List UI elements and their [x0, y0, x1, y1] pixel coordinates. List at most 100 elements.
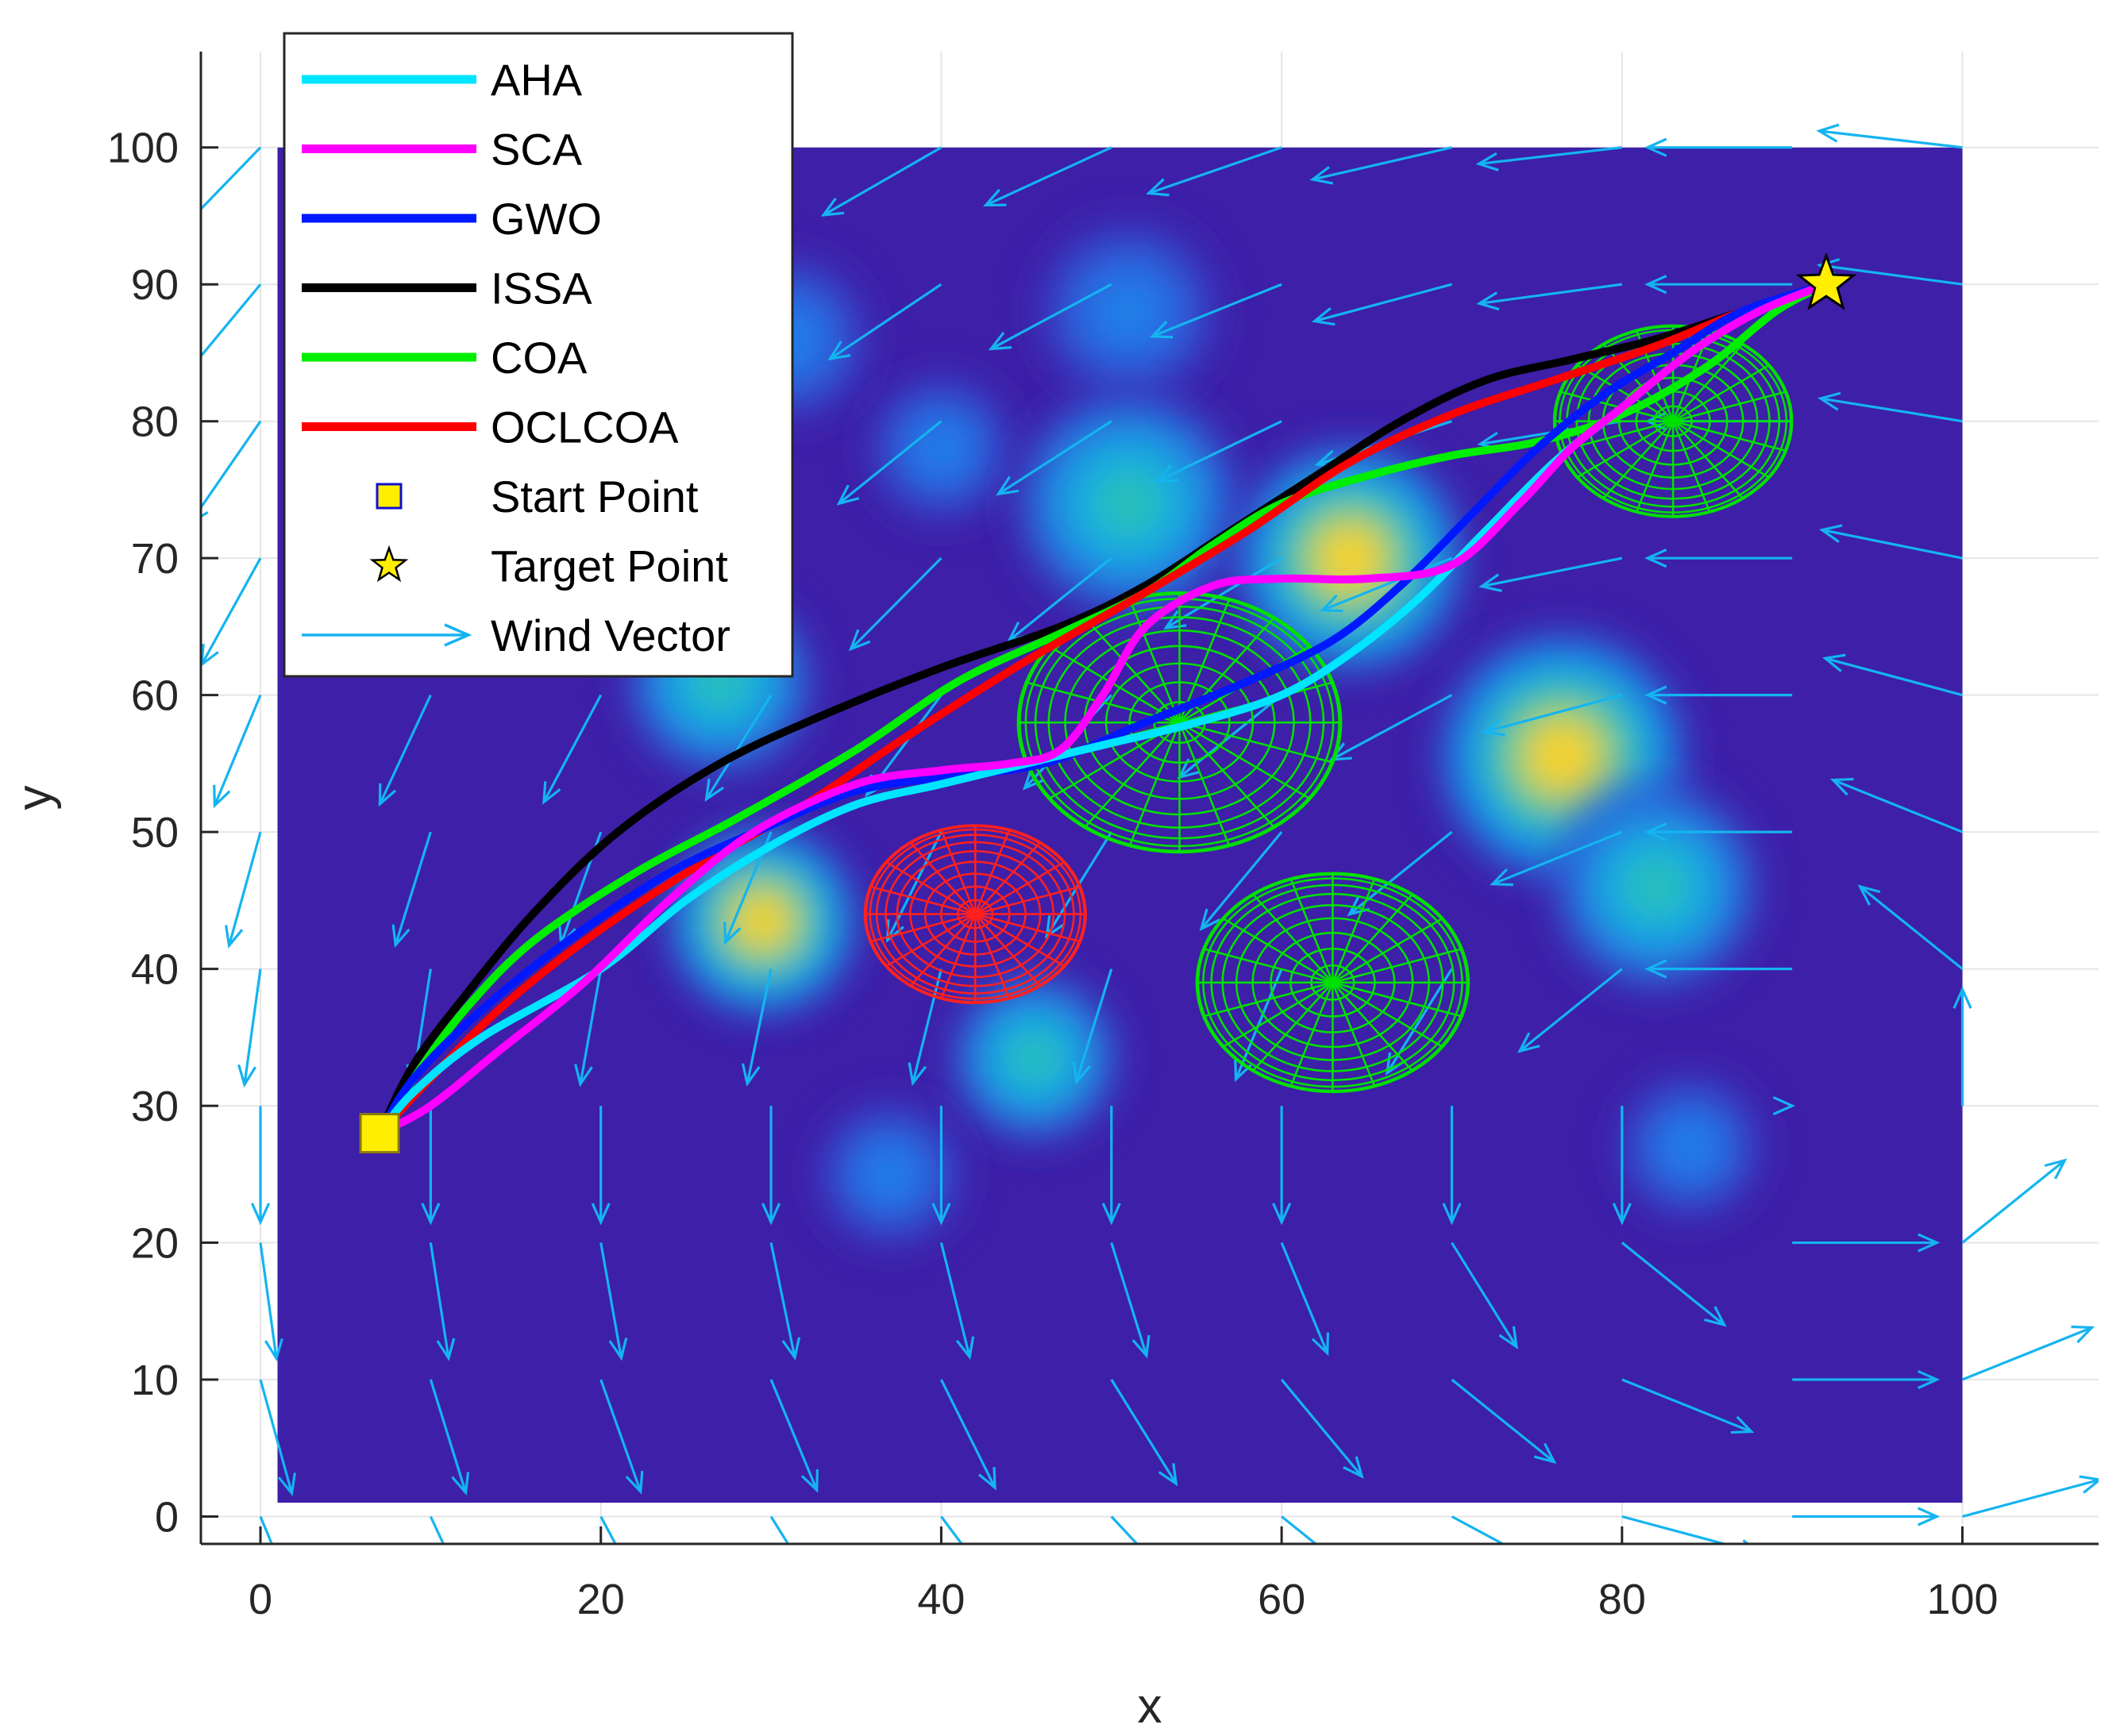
wind-arrow-head [997, 1596, 1016, 1616]
wind-arrow [1490, 830, 1623, 887]
obstacle-meridian [1602, 420, 1675, 500]
wind-arrow [1482, 694, 1623, 737]
wind-arrow [836, 420, 942, 506]
wind-arrow [1101, 1106, 1121, 1226]
obstacle-meridian [1178, 722, 1311, 800]
wind-arrow [1309, 146, 1452, 185]
wind-arrow-shaft [1451, 1378, 1555, 1463]
obstacle-meridian [1672, 391, 1787, 422]
wind-arrow [1145, 146, 1282, 197]
wind-arrow-head [642, 1603, 658, 1623]
obstacle-meridian [940, 829, 977, 915]
target-point-marker [1795, 252, 1857, 310]
wind-arrow-head [421, 1203, 441, 1226]
wind-arrow [1621, 1241, 1727, 1327]
x-tick-label: 40 [917, 1576, 965, 1623]
wind-arrow-shaft [1821, 529, 1963, 560]
wind-arrow [1772, 1096, 1796, 1116]
wind-arrow-head [250, 1203, 271, 1226]
wind-arrow-head [1482, 718, 1505, 737]
obstacle-meridian [1178, 722, 1276, 829]
wind-arrow [1792, 1369, 1941, 1390]
wind-arrow-shaft [1157, 420, 1282, 483]
wind-arrow [1154, 420, 1282, 483]
wind-arrow [599, 1515, 658, 1623]
wind-arrow-shaft [1075, 968, 1113, 1083]
legend-label: COA [491, 333, 588, 383]
wind-arrow-head [1131, 1334, 1151, 1359]
wind-arrow-head [2079, 1475, 2099, 1494]
obstacle-meridian [1128, 722, 1181, 847]
obstacle-meridian [974, 841, 1042, 915]
wind-arrow-shaft [1819, 264, 1963, 286]
obstacle-meridian [1179, 721, 1334, 764]
wind-arrow [201, 146, 262, 211]
wind-arrow-head [1343, 1456, 1364, 1480]
legend-target-swatch [369, 545, 409, 583]
wind-arrow [1110, 1379, 1178, 1487]
wind-arrow-shaft [1151, 283, 1282, 338]
wind-arrow-head [237, 1064, 257, 1088]
wind-arrow-shaft [823, 146, 942, 217]
wind-arrow-shaft [1492, 830, 1623, 886]
wind-arrow [1644, 685, 1793, 705]
wind-arrow-head [1475, 152, 1499, 171]
wind-arrow [1072, 968, 1113, 1085]
wind-arrow-head [1857, 884, 1881, 906]
obstacle-meridian [1289, 878, 1334, 983]
path-sca [376, 280, 1831, 1137]
wind-arrow [939, 1379, 996, 1491]
wind-arrow-head [1952, 986, 1972, 1009]
wind-arrow [1478, 556, 1623, 592]
legend-label: Start Point [491, 472, 699, 522]
wind-arrow-head [1272, 1203, 1292, 1226]
wind-arrow-shaft [429, 1515, 445, 1544]
obstacle-meridian [1332, 917, 1444, 983]
obstacle-meridian [1251, 981, 1334, 1072]
y-tick-label: 0 [155, 1494, 179, 1542]
wind-arrow-shaft [985, 146, 1112, 206]
wind-arrow [1451, 1378, 1557, 1465]
obstacle-meridian [1222, 981, 1334, 1049]
wind-arrow-head [781, 1337, 801, 1361]
obstacle-meridian [940, 914, 977, 999]
wind-arrow-shaft [378, 694, 432, 805]
wind-arrow-head [1101, 1203, 1121, 1226]
obstacle-meridian [909, 913, 977, 987]
wind-arrow-head [1311, 306, 1336, 326]
wind-arrow-shaft [1008, 556, 1112, 642]
wind-arrow [988, 283, 1112, 351]
wind-arrow [429, 1242, 456, 1361]
legend-entry: SCA [302, 125, 583, 175]
wind-arrow-shaft [705, 694, 773, 800]
wind-arrow-shaft [1832, 779, 1964, 833]
wind-arrow-head [1772, 1096, 1796, 1116]
wind-arrow-head [1442, 1203, 1462, 1226]
legend-entry: GWO [302, 194, 602, 244]
wind-arrow-head [574, 1064, 593, 1087]
wind-arrow-shaft [939, 1379, 996, 1488]
wind-arrow-head [1145, 178, 1170, 197]
obstacle-meridian [1332, 982, 1376, 1087]
wind-arrow [761, 1106, 781, 1226]
wind-arrow [1962, 1475, 2099, 1519]
wind-arrow [1475, 146, 1623, 171]
wind-arrow [1644, 959, 1793, 979]
wind-arrow-head [1158, 1463, 1178, 1487]
wind-arrow-head [978, 1467, 996, 1491]
wind-arrow-shaft [1314, 283, 1452, 323]
wind-arrow-shaft [1481, 556, 1623, 588]
wind-arrow-head [1817, 391, 1841, 411]
tick-labels: 0 20 40 60 80 100 0 10 20 30 40 50 60 70 80 90 100 [107, 125, 1999, 1623]
wind-arrow-head [1498, 1326, 1519, 1350]
legend-label: AHA [491, 55, 583, 105]
wind-arrow-head [264, 1338, 283, 1362]
obstacle-meridian [1672, 420, 1744, 500]
x-tick-label: 0 [249, 1576, 272, 1623]
wind-arrow-shaft [1280, 1379, 1363, 1478]
wind-arrow-shaft [1621, 1378, 1752, 1434]
y-tick-label: 10 [131, 1357, 179, 1404]
wind-arrow-head [1533, 1442, 1557, 1465]
wind-arrow-head [391, 924, 411, 949]
